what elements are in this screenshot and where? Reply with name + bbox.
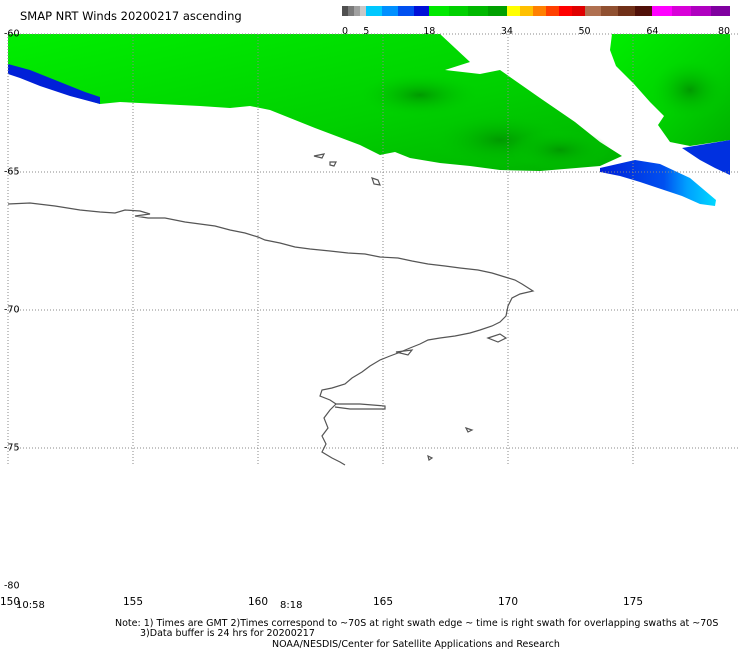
island xyxy=(427,454,434,461)
colorbar-segment xyxy=(366,6,383,16)
colorbar-segment xyxy=(618,6,636,16)
colorbar-segment xyxy=(382,6,399,16)
colorbar-segment xyxy=(710,6,731,16)
colorbar-segment xyxy=(652,6,673,16)
colorbar-segment xyxy=(545,6,560,16)
map-title: SMAP NRT Winds 20200217 ascending xyxy=(20,9,242,23)
note-line-2: 3)Data buffer is 24 hrs for 20200217 xyxy=(140,628,315,639)
colorbar-segment xyxy=(635,6,653,16)
island xyxy=(329,161,337,167)
wind-swath-blue-cyan-patch xyxy=(600,160,716,206)
wind-speed-colorbar: 0 5 18 34 50 64 80 xyxy=(342,6,731,37)
longitude-label: 155 xyxy=(122,596,144,608)
colorbar-tick-label: 64 xyxy=(646,26,659,37)
colorbar-tick-label: 80 xyxy=(717,26,731,37)
colorbar-segment xyxy=(397,6,415,16)
colorbar-segment xyxy=(354,6,361,16)
colorbar-segment xyxy=(448,6,469,16)
wind-swath-dark-patch xyxy=(360,73,480,117)
lat-lon-grid xyxy=(8,33,740,465)
colorbar-tick-label: 18 xyxy=(423,26,436,37)
colorbar-segment xyxy=(519,6,534,16)
colorbar-segment xyxy=(487,6,508,16)
colorbar-tick-label: 50 xyxy=(578,26,591,37)
colorbar-segment xyxy=(468,6,488,16)
colorbar-segment xyxy=(671,6,692,16)
swath-time-label: 10:58 xyxy=(16,600,45,611)
longitude-label: 165 xyxy=(372,596,394,608)
antarctic-coastline xyxy=(7,202,535,466)
coast-inlet xyxy=(395,349,414,356)
swath-time-label: 8:18 xyxy=(280,600,303,611)
latitude-label: -60 xyxy=(4,28,20,40)
note-line-1: Note: 1) Times are GMT 2)Times correspon… xyxy=(115,618,719,629)
island xyxy=(464,426,474,433)
island xyxy=(313,153,326,159)
coast-inlet xyxy=(486,333,508,343)
ice-shelf-edge xyxy=(334,403,386,410)
colorbar-tick-label: 34 xyxy=(500,26,513,37)
longitude-label: 150 xyxy=(0,596,21,608)
longitude-label: 175 xyxy=(622,596,644,608)
colorbar-segment xyxy=(429,6,450,16)
colorbar-segment xyxy=(601,6,619,16)
longitude-label: 170 xyxy=(497,596,519,608)
latitude-label: -70 xyxy=(4,304,20,316)
longitude-label: 160 xyxy=(247,596,269,608)
wind-swath-blue-patch xyxy=(682,140,730,175)
island xyxy=(371,177,381,186)
colorbar-segment xyxy=(360,6,367,16)
wind-swath-dark-patch xyxy=(510,130,610,170)
colorbar-segment xyxy=(571,6,585,16)
latitude-label: -75 xyxy=(4,442,20,454)
colorbar-segment xyxy=(532,6,547,16)
colorbar-tick-label: 0 xyxy=(341,26,349,37)
colorbar-segment xyxy=(558,6,573,16)
wind-swath-dark-patch xyxy=(652,60,728,120)
latitude-label: -65 xyxy=(4,166,20,178)
colorbar-segment xyxy=(584,6,602,16)
wind-swath-blue-patch xyxy=(8,64,100,104)
colorbar-tick-label: 5 xyxy=(363,26,370,37)
colorbar-segment xyxy=(691,6,712,16)
colorbar-segment xyxy=(506,6,521,16)
colorbar-segment xyxy=(348,6,355,16)
colorbar-segment xyxy=(342,6,349,16)
note-line-3: NOAA/NESDIS/Center for Satellite Applica… xyxy=(272,639,560,650)
latitude-label: -80 xyxy=(4,580,20,592)
colorbar-segment xyxy=(413,6,430,16)
